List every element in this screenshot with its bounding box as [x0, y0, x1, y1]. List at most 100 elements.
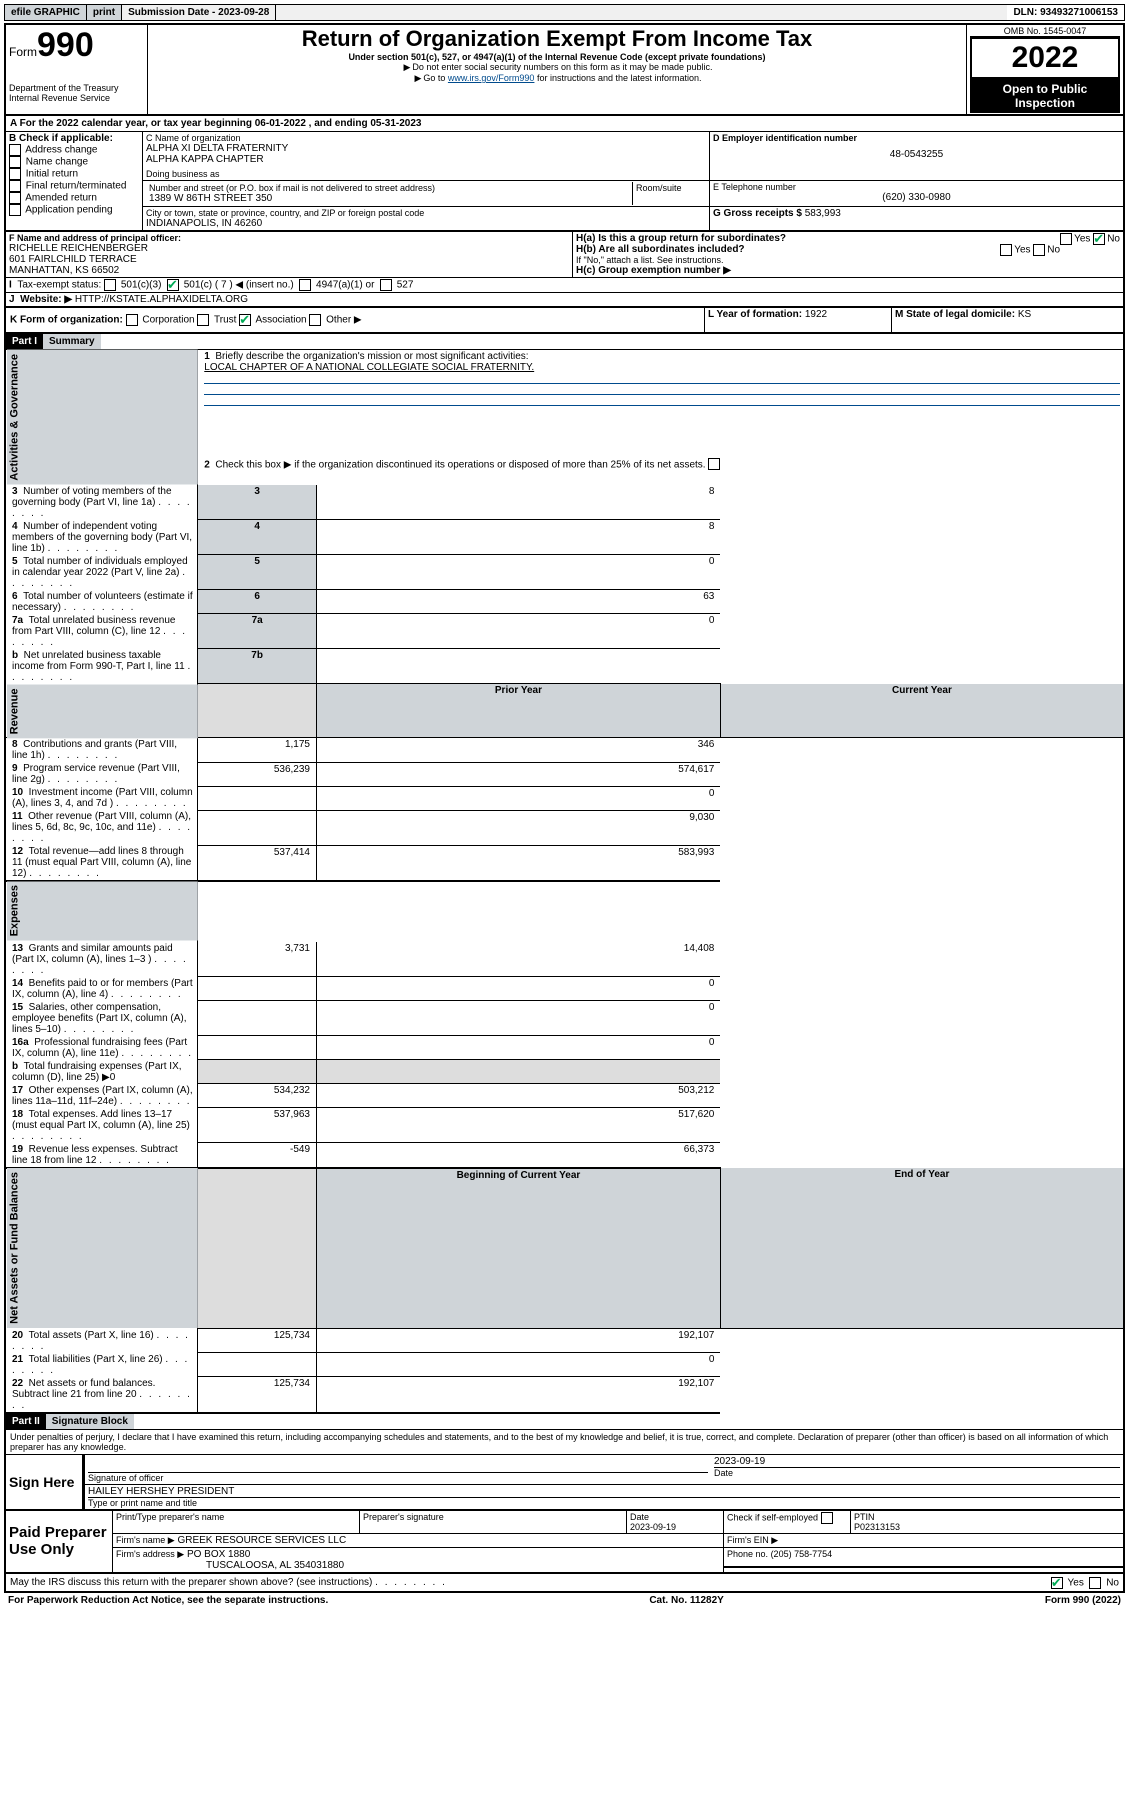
prior-val: 3,731	[198, 942, 317, 977]
curr-val: 0	[317, 1353, 721, 1377]
curr-val: 346	[317, 738, 721, 763]
officer-and-h-block: F Name and address of principal officer:…	[6, 232, 1123, 308]
telephone: (620) 330-0980	[713, 192, 1120, 203]
curr-val: 9,030	[317, 810, 721, 845]
curr-val: 0	[317, 1001, 721, 1036]
b-check[interactable]	[9, 204, 21, 216]
ptin: P02313153	[854, 1522, 900, 1532]
prior-val: 1,175	[198, 738, 317, 763]
firm-name: GREEK RESOURCE SERVICES LLC	[177, 1535, 346, 1546]
form-title: Return of Organization Exempt From Incom…	[151, 26, 963, 52]
summary-table: Activities & Governance 1 Briefly descri…	[6, 350, 1123, 1414]
officer-city: MANHATTAN, KS 66502	[9, 265, 569, 276]
klm-row: K Form of organization: Corporation Trus…	[6, 308, 1123, 334]
form-subtitle: Under section 501(c), 527, or 4947(a)(1)…	[151, 52, 963, 62]
org-name-1: ALPHA XI DELTA FRATERNITY	[146, 143, 706, 154]
curr-val: 0	[317, 786, 721, 810]
line2-check[interactable]	[708, 458, 720, 470]
ein: 48-0543255	[713, 143, 1120, 166]
open-inspection: Open to Public Inspection	[970, 79, 1120, 113]
curr-val: 503,212	[317, 1084, 721, 1108]
discuss-row: May the IRS discuss this return with the…	[6, 1574, 1123, 1591]
officer-name: RICHELLE REICHENBERGER	[9, 243, 569, 254]
efile-button[interactable]: efile GRAPHIC	[5, 5, 87, 20]
curr-val: 192,107	[317, 1377, 721, 1413]
hb-no[interactable]	[1033, 244, 1045, 256]
self-employed-check[interactable]	[821, 1512, 833, 1524]
prior-val: 125,734	[198, 1377, 317, 1413]
sign-here-block: Sign Here Signature of officer 2023-09-1…	[6, 1455, 1123, 1511]
entity-block: B Check if applicable: Address change Na…	[6, 132, 1123, 232]
prior-val	[198, 1036, 317, 1060]
curr-val: 574,617	[317, 762, 721, 786]
k-corp[interactable]	[126, 314, 138, 326]
b-check[interactable]	[9, 180, 21, 192]
b-check[interactable]	[9, 168, 21, 180]
prior-val	[198, 810, 317, 845]
website: HTTP://KSTATE.ALPHAXIDELTA.ORG	[75, 294, 248, 305]
prior-val: 125,734	[198, 1329, 317, 1353]
501c-check[interactable]	[167, 279, 179, 291]
dln: DLN: 93493271006153	[1007, 5, 1124, 20]
page-footer: For Paperwork Reduction Act Notice, see …	[4, 1593, 1125, 1608]
discuss-no[interactable]	[1089, 1577, 1101, 1589]
submission-date: Submission Date - 2023-09-28	[122, 5, 276, 20]
discuss-yes[interactable]	[1051, 1577, 1063, 1589]
527-check[interactable]	[380, 279, 392, 291]
firm-phone: (205) 758-7754	[771, 1549, 833, 1559]
year-formation: 1922	[805, 309, 827, 320]
firm-addr1: PO BOX 1880	[187, 1549, 250, 1560]
irs-link[interactable]: www.irs.gov/Form990	[448, 73, 535, 83]
part1-header: Part ISummary	[6, 334, 1123, 350]
b-check[interactable]	[9, 192, 21, 204]
summary-val: 0	[317, 555, 721, 590]
curr-val: 14,408	[317, 942, 721, 977]
4947-check[interactable]	[299, 279, 311, 291]
prior-val: 534,232	[198, 1084, 317, 1108]
print-button[interactable]: print	[87, 5, 122, 20]
prior-val	[198, 786, 317, 810]
curr-val: 0	[317, 977, 721, 1001]
gross-receipts: 583,993	[805, 208, 841, 219]
prior-val	[198, 977, 317, 1001]
officer-signature-name: HAILEY HERSHEY PRESIDENT	[88, 1486, 1120, 1497]
dept-treasury: Department of the Treasury Internal Reve…	[9, 83, 144, 103]
k-assoc[interactable]	[239, 314, 251, 326]
mission-text: LOCAL CHAPTER OF A NATIONAL COLLEGIATE S…	[204, 362, 534, 373]
penalty-statement: Under penalties of perjury, I declare th…	[6, 1430, 1123, 1455]
hb-yes[interactable]	[1000, 244, 1012, 256]
org-name-2: ALPHA KAPPA CHAPTER	[146, 154, 706, 165]
curr-val: 0	[317, 1036, 721, 1060]
state-domicile: KS	[1018, 309, 1031, 320]
prior-val	[198, 1353, 317, 1377]
street-address: 1389 W 86TH STREET 350	[149, 193, 629, 204]
top-toolbar: efile GRAPHIC print Submission Date - 20…	[4, 4, 1125, 21]
501c3-check[interactable]	[104, 279, 116, 291]
ha-yes[interactable]	[1060, 233, 1072, 245]
prior-val: -549	[198, 1143, 317, 1168]
sign-date: 2023-09-19	[714, 1456, 1120, 1467]
omb-number: OMB No. 1545-0047	[970, 26, 1120, 37]
firm-addr2: TUSCALOOSA, AL 354031880	[116, 1560, 344, 1571]
prior-val	[198, 1001, 317, 1036]
vtab-net: Net Assets or Fund Balances	[6, 1168, 198, 1329]
curr-val: 66,373	[317, 1143, 721, 1168]
summary-val: 63	[317, 590, 721, 614]
vtab-governance: Activities & Governance	[6, 350, 198, 485]
paid-preparer-block: Paid Preparer Use Only Print/Type prepar…	[6, 1511, 1123, 1574]
summary-val: 8	[317, 520, 721, 555]
b-check[interactable]	[9, 156, 21, 168]
k-other[interactable]	[309, 314, 321, 326]
k-trust[interactable]	[197, 314, 209, 326]
curr-val: 583,993	[317, 845, 721, 881]
summary-val: 8	[317, 485, 721, 520]
ha-no[interactable]	[1093, 233, 1105, 245]
preparer-date: 2023-09-19	[630, 1522, 676, 1532]
tax-year: 2022	[970, 37, 1120, 79]
summary-val: 0	[317, 614, 721, 649]
block-b-label: B Check if applicable:	[9, 133, 139, 144]
vtab-expenses: Expenses	[6, 881, 198, 941]
officer-addr: 601 FAIRLCHILD TERRACE	[9, 254, 569, 265]
b-check[interactable]	[9, 144, 21, 156]
form-header: Form990 Department of the Treasury Inter…	[6, 25, 1123, 116]
